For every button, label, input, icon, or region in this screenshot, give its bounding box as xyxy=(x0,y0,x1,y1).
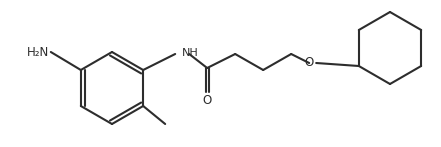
Text: O: O xyxy=(202,93,212,106)
Text: NH: NH xyxy=(182,48,199,58)
Text: H₂N: H₂N xyxy=(27,46,49,59)
Text: O: O xyxy=(305,56,314,70)
